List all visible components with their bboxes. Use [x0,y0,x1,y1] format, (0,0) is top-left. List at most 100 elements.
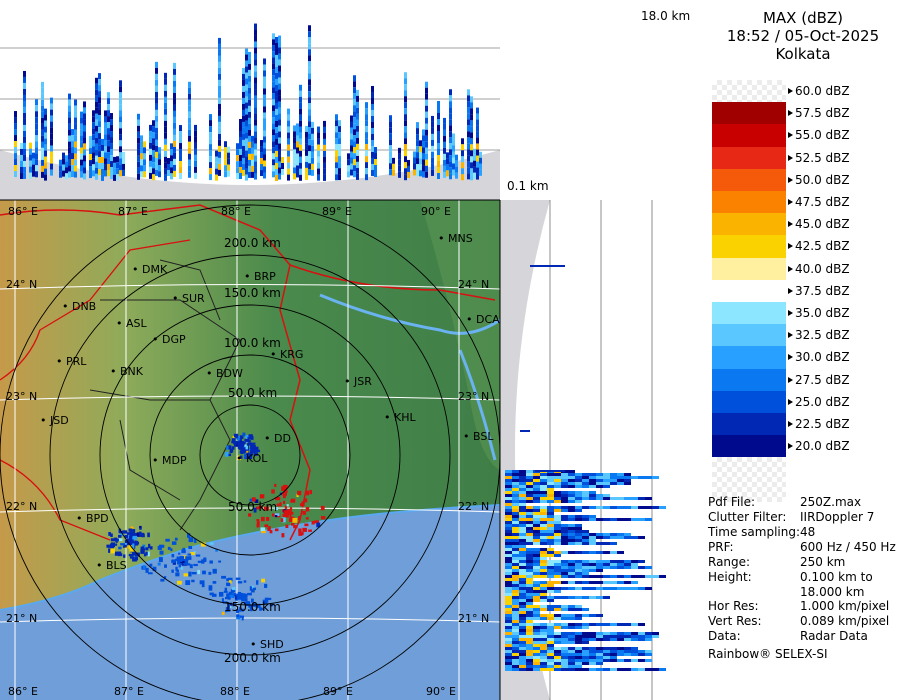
echo-cell [512,635,519,638]
echo-cell [248,81,251,88]
echo-cell [14,123,17,130]
echo-cell [137,143,140,150]
echo-cell [437,101,440,108]
echo-cell [476,131,479,138]
echo-cell [512,623,519,626]
echo-cell [35,147,38,154]
echo-cell [164,174,167,181]
echo-cell [443,159,446,166]
echo-cell [582,536,589,539]
echo-cell [35,159,38,166]
echo-cell [554,626,561,629]
echo-cell [284,505,288,509]
echo-cell [540,629,547,632]
echo-cell [561,581,568,584]
echo-cell [561,524,568,527]
echo-cell [155,121,158,128]
echo-cell [431,121,434,128]
echo-cell [389,115,392,122]
echo-cell [505,470,512,473]
echo-cell [68,159,71,166]
echo-cell [476,161,479,168]
echo-cell [449,113,452,120]
echo-cell [137,161,140,168]
echo-cell [526,512,533,515]
echo-cell [505,476,512,479]
echo-cell [512,650,519,653]
echo-cell [170,173,173,180]
echo-cell [275,96,278,103]
echo-cell [554,656,561,659]
echo-cell [589,566,596,569]
lon-label: 88° E [220,685,250,698]
echo-cell [617,638,624,641]
echo-cell [356,167,359,174]
echo-cell [431,145,434,152]
echo-cell [575,473,582,476]
echo-cell [449,173,452,180]
echo-cell [68,123,71,130]
echo-cell [624,482,631,485]
echo-cell [194,142,197,149]
echo-cell [272,81,275,88]
legend-label: 35.0 dBZ [795,306,850,320]
echo-cell [212,581,217,584]
legend-label: 52.5 dBZ [795,150,850,165]
echo-cell [305,137,308,144]
echo-cell [610,656,617,659]
echo-cell [224,587,227,593]
echo-cell [575,563,582,566]
range-ring-label: 50.0 km [228,386,278,400]
echo-cell [561,665,568,668]
echo-cell [568,500,575,503]
echo-cell [398,153,401,160]
echo-cell [347,153,350,160]
echo-cell [533,542,540,545]
echo-cell [122,169,125,176]
echo-cell [317,156,320,163]
echo-cell [98,169,101,176]
echo-cell [29,172,32,179]
echo-cell [201,559,205,564]
datetime: 18:52 / 05-Oct-2025 [726,27,880,45]
echo-cell [254,173,257,180]
echo-cell [568,635,575,638]
echo-cell [152,162,155,169]
legend-swatch [712,324,786,347]
echo-cell [512,620,519,623]
echo-cell [254,149,257,156]
echo-cell [137,149,140,156]
echo-cell [533,665,540,668]
echo-cell [356,173,359,180]
echo-cell [554,491,561,494]
echo-cell [526,551,533,554]
echo-cell [526,488,533,491]
echo-cell [575,536,582,539]
echo-cell [218,37,221,44]
echo-cell [505,473,512,476]
echo-cell [137,167,140,174]
lat-label: 22° N [6,500,38,513]
echo-cell [505,521,512,524]
echo-cell [129,547,134,552]
echo-cell [371,139,374,146]
echo-cell [512,656,519,659]
city-dgp: • DGP [152,333,186,346]
echo-cell [519,554,526,557]
echo-cell [226,445,229,450]
echo-cell [209,120,212,127]
echo-cell [104,140,107,147]
echo-cell [533,632,540,635]
echo-cell [505,527,512,530]
legend-label: 27.5 dBZ [795,372,850,387]
echo-cell [104,116,107,123]
top-section-panel [0,0,500,200]
echo-cell [582,515,589,518]
echo-cell [461,162,464,169]
echo-cell [505,533,512,536]
echo-cell [68,111,71,118]
echo-cell [142,565,146,569]
echo-cell [512,596,519,599]
echo-cell [316,522,321,528]
echo-cell [659,506,666,509]
